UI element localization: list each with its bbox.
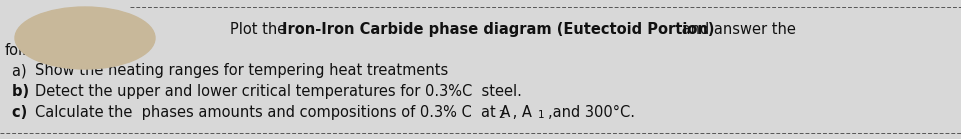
Text: following:: following: — [5, 43, 76, 58]
Text: Iron-Iron Carbide phase diagram (Eutectoid Portion): Iron-Iron Carbide phase diagram (Eutecto… — [282, 22, 714, 37]
Text: Detect the upper and lower critical temperatures for 0.3%C  steel.: Detect the upper and lower critical temp… — [35, 84, 522, 99]
Text: Calculate the  phases amounts and compositions of 0.3% C  at A: Calculate the phases amounts and composi… — [35, 105, 510, 120]
Text: , A: , A — [508, 105, 531, 120]
Text: Show the heating ranges for tempering heat treatments: Show the heating ranges for tempering he… — [35, 63, 448, 78]
Text: c): c) — [12, 105, 33, 120]
Text: b): b) — [12, 84, 35, 99]
Text: a): a) — [12, 63, 32, 78]
Text: ,and 300°C.: ,and 300°C. — [548, 105, 635, 120]
Ellipse shape — [15, 7, 155, 69]
Text: 2: 2 — [498, 110, 505, 120]
Text: 1: 1 — [538, 110, 545, 120]
Text: Plot the: Plot the — [230, 22, 291, 37]
Text: and answer the: and answer the — [677, 22, 796, 37]
